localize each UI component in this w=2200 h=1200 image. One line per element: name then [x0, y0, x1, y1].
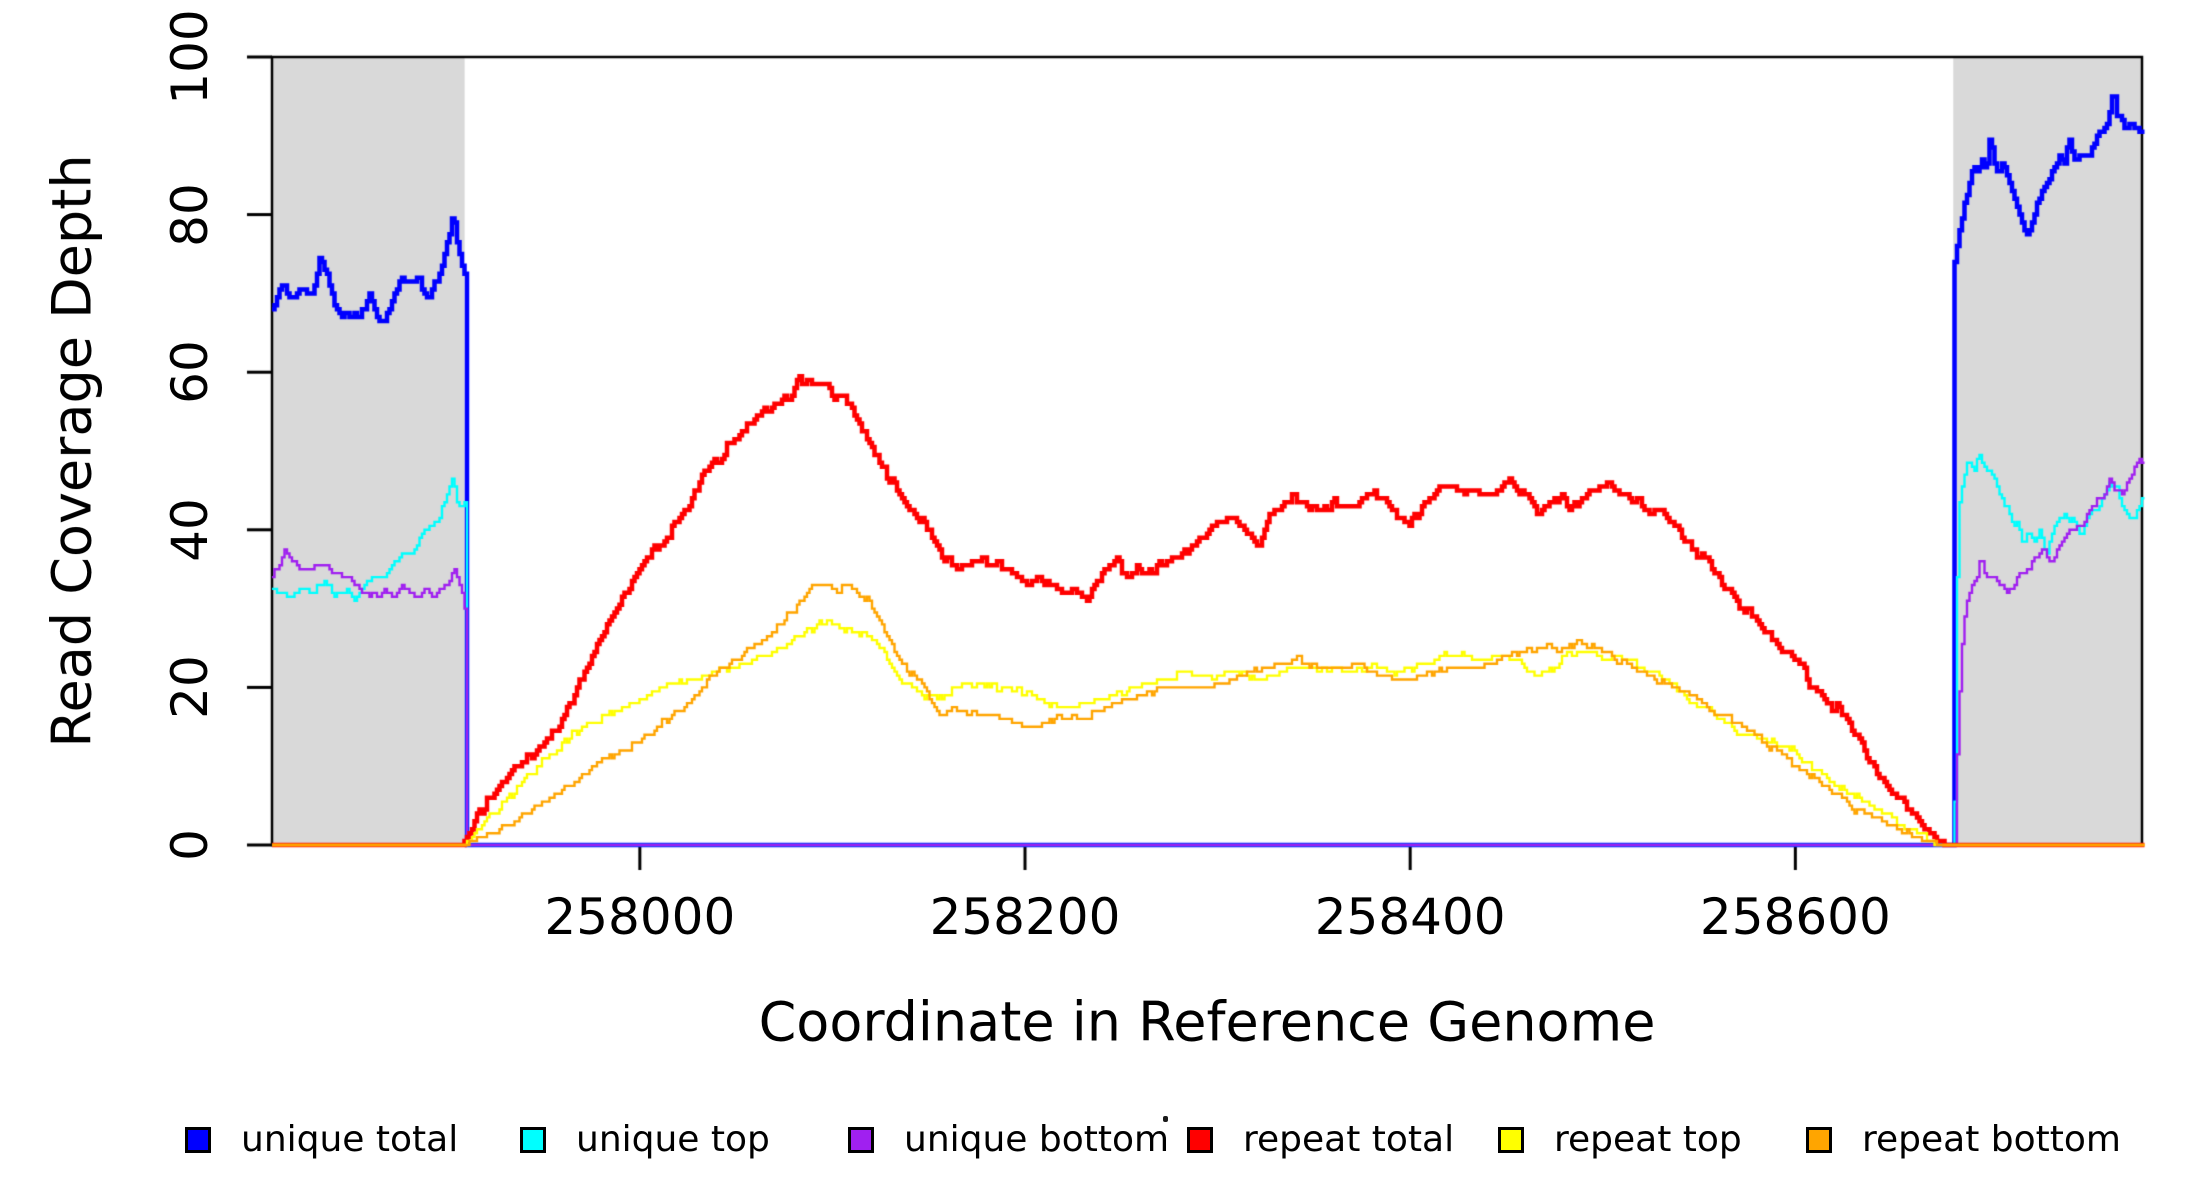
x-tick-label: 258600 [1699, 888, 1891, 946]
legend-artifact-dot [1163, 1116, 1168, 1122]
y-tick-label: 80 [161, 182, 219, 247]
y-tick-label: 100 [161, 9, 219, 105]
y-axis-title: Read Coverage Depth [40, 154, 104, 748]
x-axis-title: Coordinate in Reference Genome [758, 990, 1656, 1054]
x-tick-label: 258000 [544, 888, 736, 946]
y-tick-label: 60 [161, 340, 219, 404]
y-tick-label: 20 [161, 655, 219, 720]
y-tick-label: 40 [161, 497, 219, 562]
x-tick-label: 258200 [929, 888, 1121, 946]
x-tick-label: 258400 [1314, 888, 1506, 946]
y-tick-label: 0 [161, 829, 219, 861]
